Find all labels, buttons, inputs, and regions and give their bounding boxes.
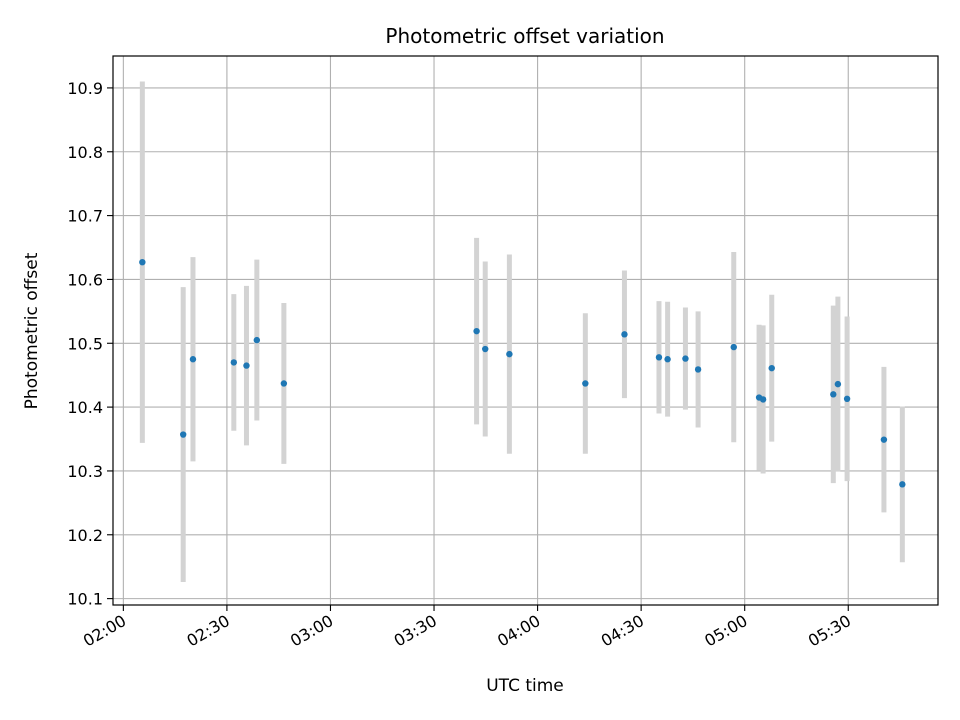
data-point — [280, 380, 288, 387]
data-point — [179, 431, 187, 438]
data-point — [139, 258, 146, 266]
y-axis-label: Photometric offset — [22, 252, 42, 409]
data-point — [482, 345, 489, 353]
x-axis-label: UTC time — [486, 676, 564, 696]
data-point — [253, 336, 261, 344]
data-point — [899, 481, 906, 488]
y-tick-label: 10.9 — [67, 79, 103, 98]
data-point — [582, 380, 589, 387]
data-point — [230, 359, 238, 366]
y-tick-label: 10.8 — [67, 143, 103, 162]
y-tick-label: 10.6 — [67, 270, 103, 289]
data-point — [843, 395, 851, 403]
data-point — [830, 391, 837, 398]
data-point — [473, 327, 480, 335]
data-point — [243, 362, 250, 369]
data-point — [655, 354, 663, 361]
data-point — [730, 343, 737, 351]
data-point — [506, 350, 513, 358]
data-point — [682, 355, 689, 362]
y-tick-label: 10.5 — [67, 334, 103, 353]
data-point — [834, 380, 842, 388]
y-tick-label: 10.3 — [67, 462, 103, 481]
data-point — [880, 436, 888, 443]
data-point — [621, 331, 628, 338]
y-tick-label: 10.1 — [67, 590, 103, 609]
y-tick-label: 10.4 — [67, 398, 103, 417]
data-point — [189, 356, 197, 363]
data-point — [759, 396, 767, 403]
y-axis-ticks: 10.1 10.2 10.3 10.4 10.5 10.6 10.7 10.8 10.9 — [67, 79, 113, 609]
grid — [113, 56, 938, 605]
y-tick-label: 10.7 — [67, 207, 103, 226]
data-point — [694, 366, 702, 373]
data-point — [664, 356, 671, 363]
chart-title: Photometric offset variation — [385, 24, 664, 48]
y-tick-label: 10.2 — [67, 526, 103, 545]
data-points — [139, 258, 906, 488]
data-point — [768, 364, 775, 372]
plot-area-frame — [112, 55, 939, 606]
